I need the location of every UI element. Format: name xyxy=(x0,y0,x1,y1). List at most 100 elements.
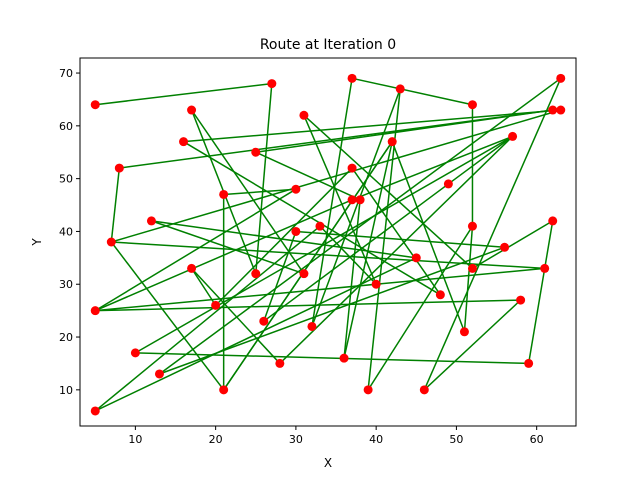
route-point xyxy=(187,105,197,115)
route-segment xyxy=(255,83,273,274)
route-segment xyxy=(295,230,505,249)
y-tick-label: 40 xyxy=(59,225,73,238)
route-segment xyxy=(423,299,522,391)
route-point xyxy=(347,163,357,173)
route-layer xyxy=(94,77,562,412)
y-tick-label: 60 xyxy=(59,120,73,133)
route-point xyxy=(275,358,285,368)
route-point xyxy=(106,237,116,247)
x-axis-ticks: 10 20 30 40 50 60 xyxy=(128,426,544,446)
route-segment xyxy=(183,141,441,296)
route-segment xyxy=(159,77,562,375)
route-segment xyxy=(223,188,296,196)
route-point xyxy=(259,316,269,326)
route-segment xyxy=(255,151,361,201)
plot-frame xyxy=(79,57,577,427)
route-segment xyxy=(223,141,393,391)
x-tick-label: 10 xyxy=(128,433,142,446)
route-segment xyxy=(311,88,401,327)
route-segment xyxy=(311,78,353,327)
route-segment xyxy=(279,135,514,364)
route-segment xyxy=(183,109,561,143)
route-segment xyxy=(95,82,272,106)
route-segment xyxy=(527,220,554,364)
route-segment xyxy=(423,78,562,391)
route-point xyxy=(467,263,477,273)
route-segment xyxy=(135,352,529,365)
route-segment xyxy=(447,135,514,185)
x-axis-label: X xyxy=(324,456,332,470)
route-point xyxy=(154,369,164,379)
route-segment xyxy=(110,241,225,391)
route-point xyxy=(395,84,405,94)
route-point xyxy=(339,353,349,363)
route-point xyxy=(219,189,229,199)
route-point xyxy=(411,253,421,263)
route-segment xyxy=(263,231,297,322)
route-point xyxy=(267,79,277,89)
route-segment xyxy=(351,77,473,106)
y-axis-ticks: 10 20 30 40 50 60 70 xyxy=(59,67,80,397)
route-segment xyxy=(119,109,553,169)
route-segment xyxy=(367,225,474,391)
route-point xyxy=(90,306,100,316)
y-tick-label: 10 xyxy=(59,384,73,397)
route-point xyxy=(211,300,221,310)
route-point xyxy=(459,327,469,337)
route-point xyxy=(548,216,558,226)
route-point xyxy=(291,184,301,194)
route-segment xyxy=(94,225,321,412)
route-segment xyxy=(319,225,377,285)
route-point xyxy=(419,385,429,395)
route-point xyxy=(443,179,453,189)
route-point xyxy=(307,321,317,331)
x-tick-label: 40 xyxy=(369,433,383,446)
route-point xyxy=(219,385,229,395)
route-segment xyxy=(191,267,281,364)
route-segment xyxy=(190,109,305,275)
route-point xyxy=(291,226,301,236)
route-point xyxy=(251,269,261,279)
route-point xyxy=(251,147,261,157)
x-tick-label: 60 xyxy=(530,433,544,446)
route-point xyxy=(435,290,445,300)
route-point xyxy=(387,137,397,147)
y-tick-label: 30 xyxy=(59,278,73,291)
point-layer xyxy=(90,73,566,416)
x-tick-label: 50 xyxy=(449,433,463,446)
route-segment xyxy=(351,135,513,201)
route-point xyxy=(347,73,357,83)
route-point xyxy=(355,195,365,205)
y-tick-label: 50 xyxy=(59,173,73,186)
route-point xyxy=(556,73,566,83)
route-point xyxy=(130,348,140,358)
route-point xyxy=(315,221,325,231)
route-segment xyxy=(94,188,297,312)
x-tick-label: 30 xyxy=(289,433,303,446)
route-point xyxy=(556,105,566,115)
route-point xyxy=(548,105,558,115)
route-segment xyxy=(159,246,505,375)
route-segment xyxy=(391,141,466,333)
chart-title: Route at Iteration 0 xyxy=(260,37,396,53)
route-point xyxy=(540,263,550,273)
route-point xyxy=(467,100,477,110)
route-segment xyxy=(472,220,554,270)
route-point xyxy=(146,216,156,226)
route-segment xyxy=(135,135,513,354)
route-segment xyxy=(95,267,545,312)
route-point xyxy=(467,221,477,231)
route-point xyxy=(187,263,197,273)
route-point xyxy=(179,137,189,147)
route-point xyxy=(508,131,518,141)
route-point xyxy=(299,110,309,120)
y-axis-label: Y xyxy=(30,238,44,247)
y-tick-label: 70 xyxy=(59,67,73,80)
route-point xyxy=(90,100,100,110)
route-point xyxy=(500,242,510,252)
route-segment xyxy=(215,167,353,306)
route-point xyxy=(114,163,124,173)
